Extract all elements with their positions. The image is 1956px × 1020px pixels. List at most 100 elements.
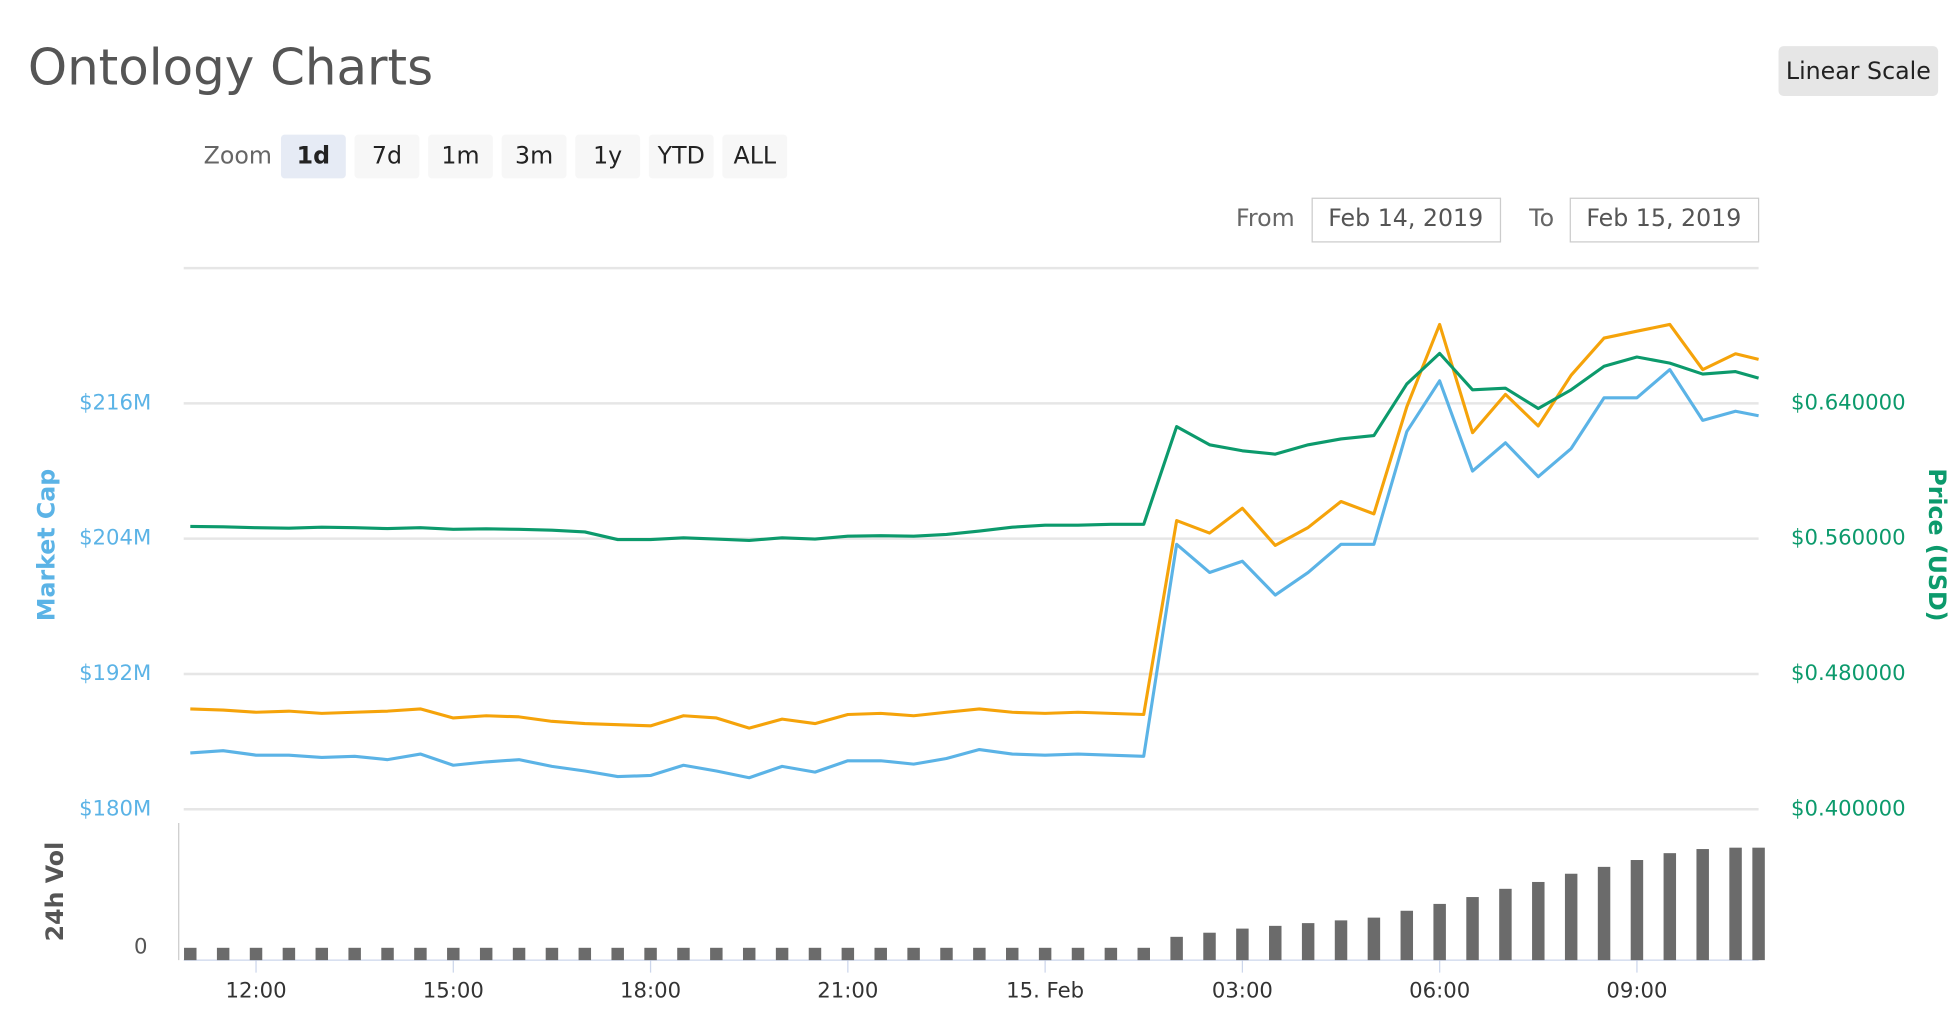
y-tick-label: $216M bbox=[79, 389, 151, 414]
zoom-button[interactable]: 1d bbox=[280, 134, 346, 179]
x-tick-label: 12:00 bbox=[225, 977, 286, 1002]
volume-bar bbox=[1400, 910, 1414, 961]
from-input[interactable]: Feb 14, 2019 bbox=[1311, 197, 1502, 243]
volume-bar bbox=[315, 947, 329, 961]
volume-bar bbox=[1236, 928, 1249, 961]
x-tick-label: 15:00 bbox=[423, 977, 484, 1002]
y-tick-label: $180M bbox=[79, 795, 151, 820]
volume-bar bbox=[216, 947, 230, 961]
volume-bar bbox=[808, 947, 822, 961]
volume-bar bbox=[1433, 903, 1446, 961]
volume-tick-label: 0 bbox=[134, 934, 147, 959]
input-box bbox=[1311, 197, 1502, 243]
from-label: From bbox=[1236, 204, 1295, 232]
volume-bar bbox=[710, 947, 723, 961]
volume-bar bbox=[874, 947, 887, 961]
volume-bar bbox=[1499, 888, 1512, 961]
volume-bar bbox=[1071, 947, 1085, 961]
button-bg bbox=[354, 134, 420, 179]
y2-axis-title: Price (USD) bbox=[1923, 468, 1951, 621]
volume-bar bbox=[1367, 917, 1381, 961]
series-line bbox=[190, 368, 1759, 780]
y-axis-title: Market Cap bbox=[32, 469, 60, 621]
button-label: YTD bbox=[657, 142, 705, 170]
volume-axis-title: 24h Vol bbox=[41, 842, 69, 942]
volume-bar bbox=[1269, 925, 1282, 961]
x-tick-label: 03:00 bbox=[1212, 977, 1273, 1002]
volume-bar bbox=[1466, 897, 1479, 961]
volume-bar bbox=[1752, 847, 1765, 961]
button-label: 1m bbox=[441, 142, 479, 170]
input-box bbox=[1569, 197, 1760, 243]
volume-bar bbox=[414, 947, 427, 961]
button-bg bbox=[648, 134, 714, 179]
volume-bar bbox=[775, 947, 789, 961]
zoom-label: Zoom bbox=[204, 142, 272, 170]
zoom-button[interactable]: 3m bbox=[501, 134, 567, 179]
zoom-button[interactable]: 7d bbox=[354, 134, 420, 179]
button-label: 1y bbox=[593, 142, 622, 170]
button-label: 3m bbox=[515, 142, 553, 170]
volume-bar bbox=[512, 947, 526, 961]
volume-bar bbox=[348, 947, 361, 961]
button-bg bbox=[280, 134, 346, 179]
volume-bar bbox=[841, 947, 855, 961]
volume-bar bbox=[907, 947, 920, 961]
button-bg bbox=[722, 134, 788, 179]
y2-tick-label: $0.400000 bbox=[1791, 795, 1906, 820]
to-label: To bbox=[1528, 204, 1554, 232]
input-text: Feb 15, 2019 bbox=[1586, 204, 1741, 232]
volume-bar bbox=[1137, 947, 1150, 961]
volume-bar bbox=[1663, 853, 1677, 961]
volume-bar bbox=[1729, 847, 1742, 961]
volume-bar bbox=[1696, 849, 1709, 961]
zoom-button[interactable]: ALL bbox=[722, 134, 788, 179]
x-tick-label: 09:00 bbox=[1606, 977, 1667, 1002]
button-label: ALL bbox=[733, 142, 776, 170]
scale-button[interactable]: Linear Scale bbox=[1778, 46, 1939, 97]
button-bg bbox=[1778, 46, 1939, 97]
button-bg bbox=[501, 134, 567, 179]
x-tick-label: 18:00 bbox=[620, 977, 681, 1002]
volume-bar bbox=[1301, 923, 1315, 961]
y-tick-label: $192M bbox=[79, 660, 151, 685]
volume-bar bbox=[1597, 866, 1611, 961]
page-title: Ontology Charts bbox=[28, 39, 433, 97]
volume-bar bbox=[545, 947, 559, 961]
volume-bar bbox=[1170, 936, 1183, 961]
volume-bar bbox=[1203, 932, 1216, 961]
x-tick-label: 15. Feb bbox=[1006, 977, 1084, 1002]
volume-bar bbox=[184, 947, 197, 961]
zoom-button[interactable]: YTD bbox=[648, 134, 714, 179]
volume-bar bbox=[479, 947, 493, 961]
volume-bar bbox=[611, 947, 624, 961]
volume-bar bbox=[973, 947, 986, 961]
x-tick-label: 06:00 bbox=[1409, 977, 1470, 1002]
zoom-button[interactable]: 1y bbox=[575, 134, 641, 179]
volume-bar bbox=[1104, 947, 1118, 961]
volume-bar bbox=[742, 947, 756, 961]
zoom-button[interactable]: 1m bbox=[428, 134, 493, 179]
x-tick-label: 21:00 bbox=[817, 977, 878, 1002]
volume-bar bbox=[644, 947, 657, 961]
button-label: 7d bbox=[372, 142, 402, 170]
volume-bar bbox=[1038, 947, 1052, 961]
volume-bar bbox=[249, 947, 263, 961]
volume-bar bbox=[282, 947, 296, 961]
volume-bar bbox=[940, 947, 953, 961]
series-line bbox=[190, 322, 1759, 730]
y-tick-label: $204M bbox=[79, 525, 151, 550]
input-text: Feb 14, 2019 bbox=[1328, 204, 1483, 232]
volume-bar bbox=[1564, 873, 1578, 961]
button-label: Linear Scale bbox=[1786, 57, 1931, 85]
to-input[interactable]: Feb 15, 2019 bbox=[1569, 197, 1760, 243]
volume-bar bbox=[677, 947, 690, 961]
volume-bar bbox=[578, 947, 592, 961]
button-label: 1d bbox=[297, 142, 330, 170]
y2-tick-label: $0.640000 bbox=[1791, 389, 1906, 414]
series-line bbox=[190, 351, 1760, 542]
y2-tick-label: $0.560000 bbox=[1791, 525, 1906, 550]
y2-tick-label: $0.480000 bbox=[1791, 660, 1906, 685]
button-bg bbox=[575, 134, 641, 179]
